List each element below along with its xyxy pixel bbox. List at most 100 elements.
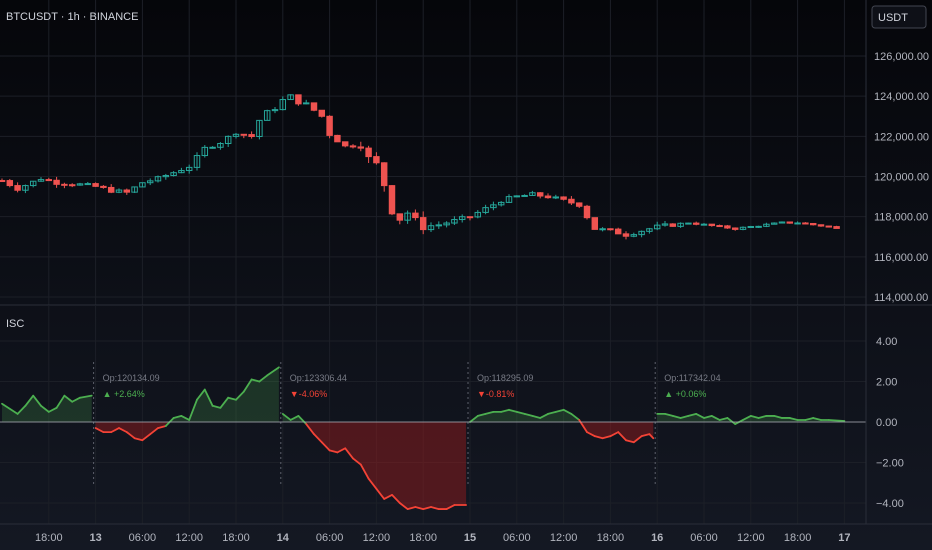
- candle-body: [575, 202, 583, 207]
- price-tick-label: 114,000.00: [874, 292, 928, 304]
- candle-body: [53, 179, 60, 185]
- candle-body: [68, 184, 76, 187]
- candle: [575, 202, 583, 209]
- candle: [794, 221, 801, 225]
- candle: [209, 146, 216, 149]
- candle-body: [334, 134, 341, 143]
- isc-line-segment: [250, 378, 261, 383]
- candle-body: [412, 212, 419, 219]
- candle: [833, 225, 840, 229]
- isc-line-segment: [414, 506, 425, 510]
- isc-line-segment: [40, 404, 50, 413]
- isc-line-segment: [570, 412, 581, 421]
- isc-line-segment: [547, 410, 557, 415]
- candle-body: [365, 147, 372, 158]
- candle: [365, 145, 372, 163]
- time-tick-label: 06:00: [503, 532, 531, 544]
- currency-badge-label[interactable]: USDT: [878, 12, 908, 24]
- time-tick-label: 15: [464, 532, 476, 544]
- isc-line-segment: [47, 406, 58, 413]
- time-tick-label: 12:00: [737, 532, 765, 544]
- price-axis[interactable]: 114,000.00 116,000.00 118,000.00 120,000.00…: [874, 51, 929, 304]
- candle-body: [232, 133, 240, 137]
- time-tick-label: 12:00: [363, 532, 391, 544]
- candle-body: [256, 119, 263, 138]
- candle-body: [0, 180, 6, 183]
- candle: [341, 141, 349, 148]
- candle-body: [817, 224, 825, 227]
- candle: [61, 182, 68, 189]
- isc-series: Op:120134.09▲ +2.64%Op:123306.44▼-4.06%O…: [1, 362, 846, 510]
- candle: [22, 184, 29, 194]
- candle-body: [685, 222, 692, 225]
- session-open-label: Op:117342.04: [664, 373, 720, 383]
- isc-line-segment: [827, 419, 846, 422]
- candle-body: [653, 224, 661, 230]
- candle: [107, 184, 115, 194]
- candle-body: [279, 99, 287, 111]
- candle-body: [770, 222, 778, 225]
- candle-body: [22, 185, 29, 191]
- isc-axis[interactable]: −4.00 −2.00 0.00 2.00 4.00: [876, 336, 904, 510]
- isc-line-segment: [515, 410, 526, 415]
- isc-line-segment: [266, 366, 280, 377]
- candle-body: [14, 185, 21, 191]
- isc-tick-label: 4.00: [876, 336, 897, 348]
- candle: [451, 216, 458, 226]
- candle: [521, 194, 528, 197]
- candle-body: [521, 194, 528, 197]
- isc-line-segment: [539, 412, 549, 419]
- candle-body: [716, 225, 723, 228]
- candle-body: [482, 207, 489, 213]
- candle: [0, 178, 6, 183]
- candle: [115, 188, 123, 194]
- isc-line-segment: [625, 439, 635, 444]
- candle-body: [599, 228, 606, 231]
- candle: [53, 176, 60, 188]
- currency-badge-box[interactable]: [871, 5, 927, 29]
- candle: [458, 214, 466, 223]
- isc-line-segment: [211, 404, 222, 409]
- candle: [685, 222, 692, 225]
- candle: [677, 222, 684, 228]
- candle: [755, 225, 762, 229]
- candle-body: [380, 162, 388, 187]
- session-open-label: Op:120134.09: [103, 373, 160, 383]
- time-axis[interactable]: 18:00 13 06:00 12:00 18:00 14 06:00 12:00 18:00 1…: [35, 532, 850, 544]
- candle: [310, 102, 318, 112]
- candle-body: [778, 221, 786, 224]
- isc-line-segment: [531, 415, 542, 419]
- candle-body: [427, 225, 435, 231]
- candle-body: [607, 228, 614, 231]
- time-tick-label: 18:00: [35, 532, 63, 544]
- price-tick-label: 126,000.00: [874, 51, 929, 63]
- currency-badge[interactable]: USDT: [871, 5, 927, 29]
- isc-line-segment: [593, 435, 604, 440]
- price-tick-label: 122,000.00: [874, 131, 929, 143]
- isc-line-segment: [383, 493, 393, 500]
- isc-tick-label: −2.00: [876, 458, 904, 470]
- indicator-legend[interactable]: ISC: [6, 318, 24, 330]
- candle-body: [763, 223, 770, 227]
- candle: [404, 210, 411, 224]
- time-tick-label: 17: [838, 532, 850, 544]
- candle: [263, 109, 271, 121]
- candle: [708, 223, 716, 227]
- time-tick-label: 18:00: [222, 532, 250, 544]
- symbol-legend[interactable]: BTCUSDT · 1h · BINANCE: [6, 11, 138, 23]
- time-tick-label: 18:00: [597, 532, 625, 544]
- candle-body: [646, 228, 653, 232]
- candle-body: [224, 135, 232, 145]
- isc-line-segment: [55, 394, 66, 409]
- isc-line-segment: [703, 415, 713, 419]
- candle: [622, 231, 630, 240]
- candle: [443, 221, 450, 228]
- candle-body: [287, 94, 294, 101]
- candle-body: [786, 221, 794, 224]
- candle: [607, 228, 614, 231]
- price-tick-label: 118,000.00: [874, 212, 928, 224]
- candle-body: [544, 195, 552, 199]
- candle-body: [193, 155, 201, 168]
- candle: [357, 141, 365, 152]
- candle-body: [560, 196, 567, 200]
